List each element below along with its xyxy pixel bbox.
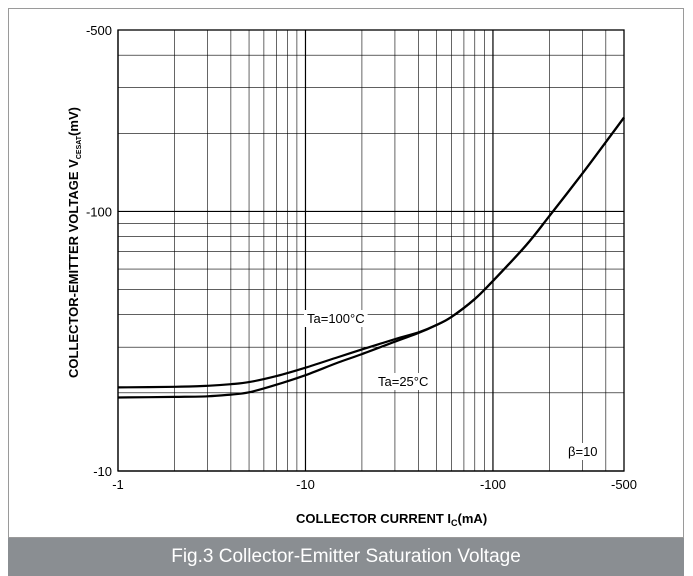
- x-axis-label-sub: C: [451, 518, 458, 528]
- y-axis-label-sub: CESAT: [76, 135, 83, 159]
- annotation-beta: β=10: [568, 444, 598, 459]
- series-group: [117, 116, 625, 399]
- x-tick-label: -1: [112, 477, 124, 492]
- annotation-ta-100: Ta=100°C: [307, 311, 365, 326]
- x-axis-label: COLLECTOR CURRENT IC(mA): [296, 511, 487, 528]
- plot-border: [117, 29, 625, 472]
- ann-25-bg: [375, 373, 432, 390]
- tick-labels: -1 -10 -100 -500-10-100-500: [86, 23, 637, 492]
- x-axis-label-main: COLLECTOR CURRENT I: [296, 511, 451, 526]
- ann-beta-bg: [565, 443, 601, 460]
- y-axis-label: COLLECTOR-EMITTER VOLTAGE VCESAT(mV): [66, 107, 83, 378]
- x-axis-label-unit: (mA): [458, 511, 488, 526]
- x-tick-label: -100: [480, 477, 506, 492]
- chart: -1 -10 -100 -500-10-100-500 Ta=100°C Ta=25°…: [66, 23, 637, 528]
- x-tick-label: -500: [611, 477, 637, 492]
- grid: [117, 29, 625, 472]
- figure-caption: Fig.3 Collector-Emitter Saturation Volta…: [8, 538, 684, 576]
- ann-100-bg: [304, 310, 368, 327]
- series-ta-25: [117, 116, 625, 399]
- y-tick-label: -10: [93, 464, 112, 479]
- annotation-ta-25: Ta=25°C: [378, 374, 428, 389]
- y-axis-label-unit: (mV): [66, 107, 81, 136]
- y-axis-label-main: COLLECTOR-EMITTER VOLTAGE V: [66, 159, 81, 378]
- x-tick-label: -10: [296, 477, 315, 492]
- y-tick-label: -100: [86, 204, 112, 219]
- y-tick-label: -500: [86, 23, 112, 38]
